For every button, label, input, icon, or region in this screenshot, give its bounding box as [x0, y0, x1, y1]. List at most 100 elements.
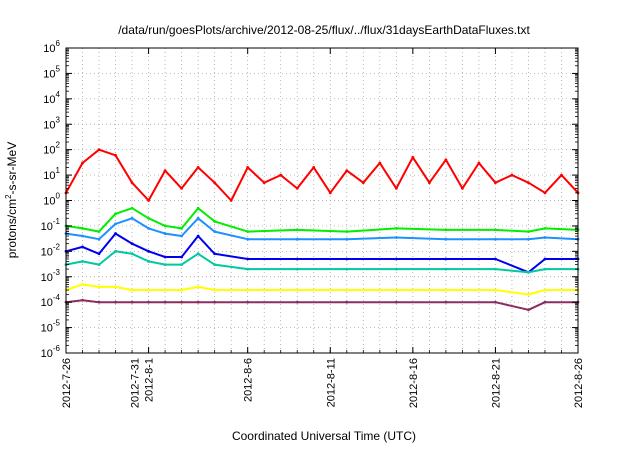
series-1-point	[130, 181, 134, 185]
series-3-point	[246, 237, 250, 241]
series-5-point	[81, 260, 84, 263]
x-tick-label: 2012-8-11	[325, 358, 337, 407]
x-tick-label: 2012-7-26	[61, 358, 73, 408]
series-1-point	[361, 181, 365, 185]
series-1-point	[163, 169, 167, 173]
series-7-point	[114, 300, 117, 304]
grid	[65, 47, 579, 354]
series-1-point	[246, 166, 250, 169]
series-7-point	[97, 300, 101, 304]
series-7-point	[246, 300, 250, 304]
series-1-point	[378, 161, 382, 165]
series-2-point	[147, 216, 150, 220]
y-tick-label-exponent: 0	[56, 192, 61, 201]
y-tick-label-exponent: -2	[53, 242, 61, 251]
series-1-point	[527, 181, 530, 185]
series-1-point	[279, 173, 283, 177]
series-7-point	[213, 300, 217, 304]
series-4-point	[246, 257, 250, 261]
y-tick-label-exponent: -6	[53, 344, 61, 353]
series-5-point	[97, 263, 101, 267]
series-1-point	[180, 186, 184, 190]
series-1-point	[560, 173, 563, 177]
series-3-point	[394, 236, 398, 239]
series-4-point	[130, 242, 134, 246]
y-tick-label: 103	[43, 115, 60, 131]
y-tick-label: 104	[43, 90, 60, 106]
series-4-point	[163, 255, 167, 259]
series-1-point	[262, 181, 266, 185]
series-1-point	[394, 186, 398, 190]
y-axis-label-part-2: -s-sr-MeV	[5, 142, 19, 195]
series-6-point	[494, 288, 497, 292]
series-6-point	[180, 288, 184, 292]
series-4-point	[494, 257, 497, 261]
series-2-point	[97, 230, 101, 233]
series-4-point	[543, 257, 547, 261]
x-axis: 2012-7-26 2012-7-31 2012-8-1 2012-8-6 2012-8…	[61, 48, 585, 408]
series-2-point	[180, 226, 184, 230]
series-3-point	[130, 216, 134, 220]
series-3-point	[81, 234, 84, 238]
series-7-point	[295, 300, 299, 304]
series-4-point	[394, 257, 398, 261]
series-2-point	[246, 230, 250, 233]
series-7-point	[543, 300, 547, 304]
y-tick-label: 102	[43, 141, 60, 157]
series-6-point	[527, 293, 530, 296]
y-tick-label-exponent: 3	[56, 115, 61, 124]
series-2-point	[81, 226, 84, 230]
y-tick-label-base: 10	[41, 246, 53, 258]
series-3-point	[345, 237, 349, 241]
series-7-point	[147, 300, 150, 304]
series-5-point	[130, 252, 134, 256]
y-tick-label: 100	[43, 192, 60, 208]
y-tick-label-base: 10	[43, 145, 55, 157]
y-tick-label: 10-6	[41, 344, 61, 360]
y-tick-label-exponent: 4	[56, 90, 61, 99]
series-6-point	[543, 288, 547, 292]
series-1-point	[312, 166, 316, 169]
series-4-point	[196, 234, 200, 238]
y-tick-label-base: 10	[41, 272, 53, 284]
y-axis-label-part-1: protons/cm	[5, 199, 19, 258]
series-5-point	[114, 249, 117, 253]
series-1-point	[427, 181, 431, 185]
series-7-point	[81, 298, 84, 302]
series-1-point	[494, 181, 497, 185]
y-axis-label: protons/cm2-s-sr-MeV	[4, 142, 19, 258]
y-axis-label-superscript: 2	[4, 194, 13, 199]
series-3-point	[163, 232, 167, 235]
series-3-point	[97, 237, 101, 241]
series-5-point	[147, 260, 150, 263]
y-tick-label-base: 10	[41, 297, 53, 309]
series-1-point	[328, 191, 332, 195]
series-3-point	[180, 234, 184, 238]
series-5-point	[527, 270, 530, 274]
y-tick-label: 10-2	[41, 242, 61, 258]
series-5-point	[163, 263, 167, 267]
series-3-point	[213, 230, 217, 233]
series-1-point	[213, 181, 217, 185]
series-7-point	[494, 300, 497, 304]
x-tick-label: 2012-8-1	[144, 358, 156, 402]
x-tick-label: 2012-8-6	[243, 358, 255, 402]
series-4-point	[213, 252, 217, 256]
series-4-point	[180, 255, 184, 259]
y-tick-label-base: 10	[43, 196, 55, 208]
series-7-point	[130, 300, 134, 304]
y-tick-label-exponent: -3	[53, 268, 61, 277]
x-axis-label: Coordinated Universal Time (UTC)	[232, 429, 416, 443]
y-tick-label-exponent: -4	[53, 293, 61, 302]
series-3-point	[494, 237, 497, 241]
y-tick-label-exponent: 2	[56, 141, 61, 150]
series-2-point	[394, 226, 398, 230]
series-4-point	[147, 249, 150, 253]
series-1-point	[147, 199, 150, 202]
x-tick-label: 2012-8-26	[573, 358, 585, 408]
series-1-point	[345, 169, 349, 173]
series-6-point	[163, 288, 167, 292]
series-5-point	[345, 267, 349, 271]
series-4-point	[97, 252, 101, 256]
